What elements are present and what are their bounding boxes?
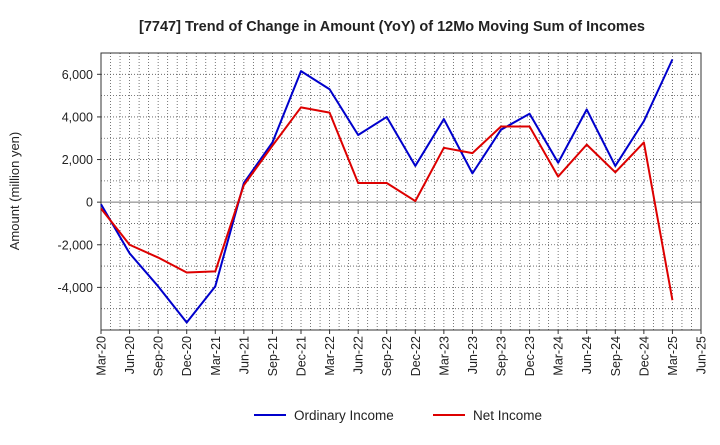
x-tick-label: Mar-25 xyxy=(666,336,680,376)
plot-frame xyxy=(100,52,702,331)
x-tick-label: Jun-23 xyxy=(466,336,480,374)
x-tick-label: Dec-24 xyxy=(637,336,651,376)
y-axis-label: Amount (million yen) xyxy=(7,132,22,251)
x-tick-label: Jun-21 xyxy=(237,336,251,374)
x-tick-label: Jun-24 xyxy=(580,336,594,374)
x-tick-label: Dec-23 xyxy=(523,336,537,376)
x-tick-label: Mar-21 xyxy=(209,336,223,376)
x-tick-label: Sep-24 xyxy=(609,336,623,376)
x-tick-label: Dec-21 xyxy=(295,336,309,376)
legend: Ordinary Income Net Income xyxy=(254,408,542,423)
legend-label-net-income: Net Income xyxy=(473,408,542,423)
x-tick-label: Jun-20 xyxy=(123,336,137,374)
y-tick-label: -2,000 xyxy=(58,238,93,252)
x-tick-label: Dec-20 xyxy=(180,336,194,376)
legend-label-ordinary-income: Ordinary Income xyxy=(294,408,394,423)
x-tick-label: Dec-22 xyxy=(409,336,423,376)
x-tick-label: Mar-22 xyxy=(323,336,337,376)
y-tick-label: 6,000 xyxy=(62,68,93,82)
y-tick-label: 2,000 xyxy=(62,153,93,167)
x-tick-label: Sep-20 xyxy=(152,336,166,376)
x-tick-label: Jun-22 xyxy=(352,336,366,374)
x-tick-label: Sep-21 xyxy=(266,336,280,376)
x-tick-label: Mar-23 xyxy=(437,336,451,376)
x-tick-label: Sep-23 xyxy=(495,336,509,376)
x-tick-label: Sep-22 xyxy=(380,336,394,376)
chart-title: [7747] Trend of Change in Amount (YoY) o… xyxy=(139,19,645,35)
series-line-net-income xyxy=(100,106,674,301)
x-tick-label: Mar-24 xyxy=(552,336,566,376)
y-tick-label: 4,000 xyxy=(62,110,93,124)
plot-area: -4,000 -2,000 0 2,000 4,000 6,000 Mar-20 Jun-20… xyxy=(58,52,709,376)
x-tick-label: Mar-20 xyxy=(95,336,109,376)
series-line-ordinary-income xyxy=(100,58,674,324)
x-tick-label: Jun-25 xyxy=(695,336,709,374)
y-tick-label: -4,000 xyxy=(58,281,93,295)
y-tick-label: 0 xyxy=(86,196,93,210)
